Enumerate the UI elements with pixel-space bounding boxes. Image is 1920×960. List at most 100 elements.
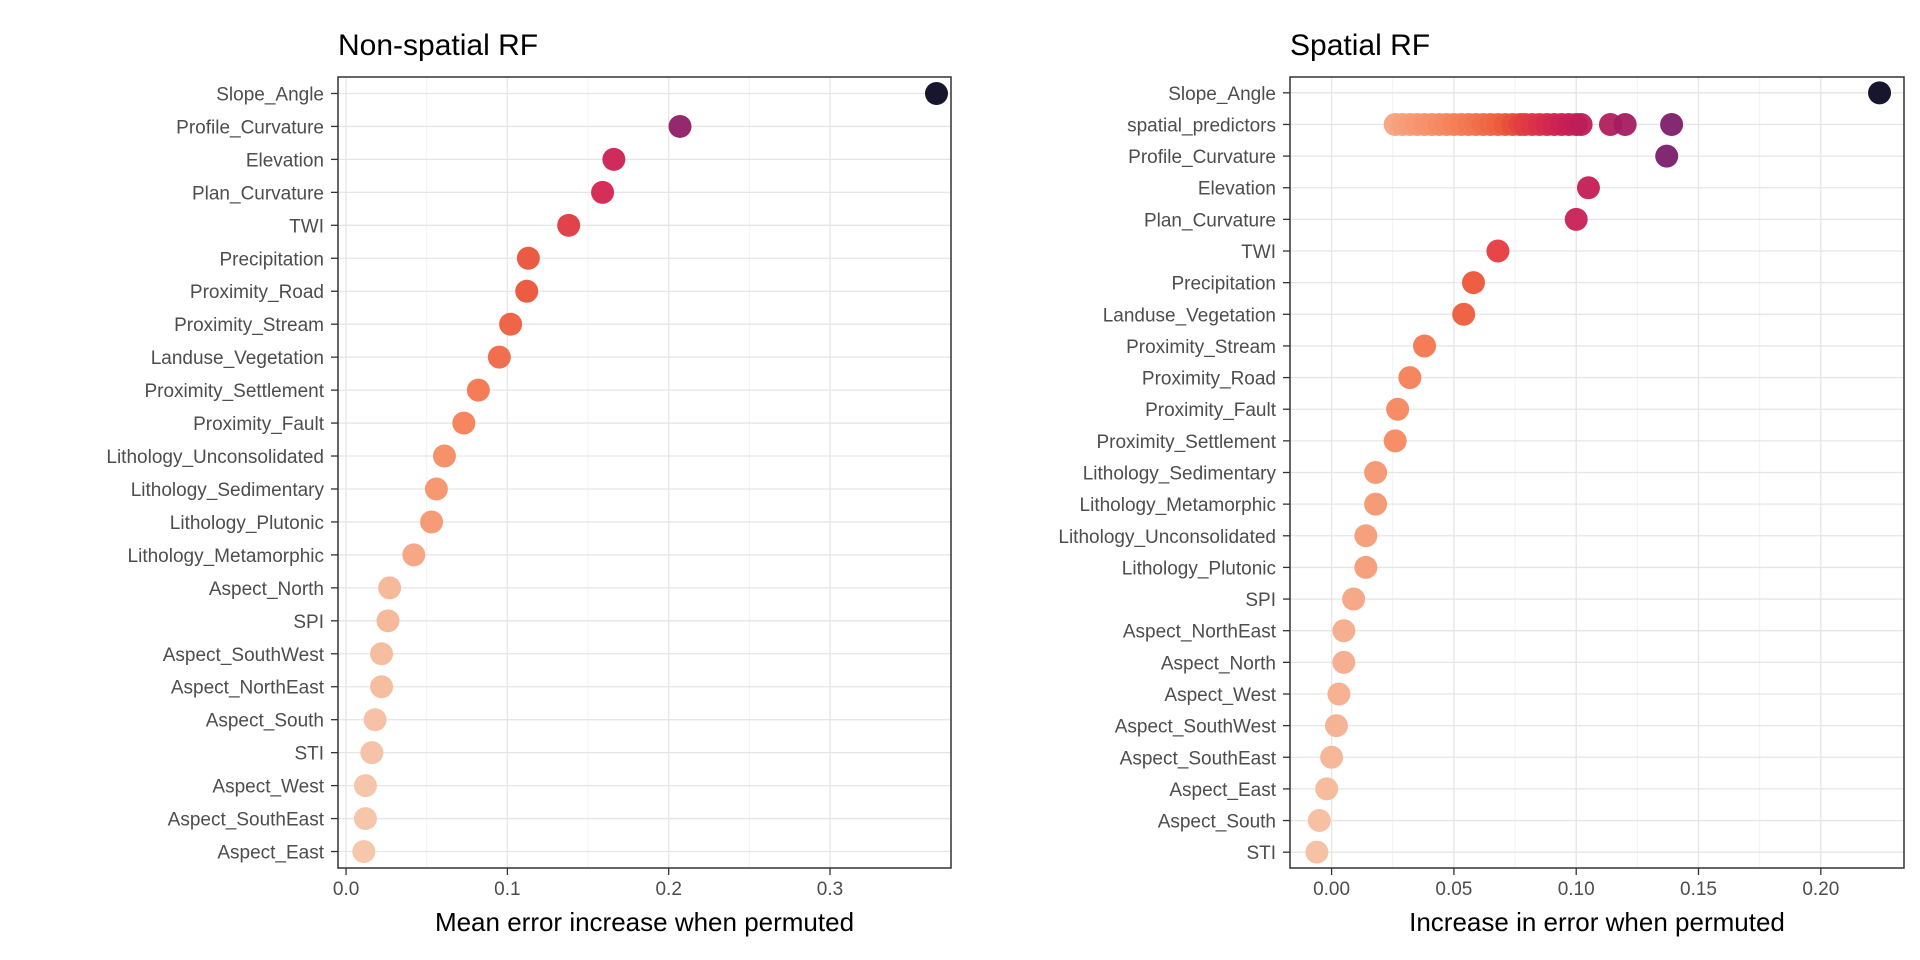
data-point	[452, 411, 476, 435]
data-point	[370, 642, 394, 666]
y-tick-label: Precipitation	[219, 249, 324, 270]
y-tick-label: Profile_Curvature	[1128, 147, 1276, 168]
y-tick-label: Lithology_Sedimentary	[1083, 464, 1277, 485]
data-point	[424, 477, 448, 501]
y-tick-label: Aspect_SouthEast	[168, 810, 325, 831]
data-point	[1398, 366, 1422, 390]
data-point	[499, 312, 523, 336]
y-tick-label: Lithology_Plutonic	[1122, 558, 1276, 579]
plot-grid	[338, 77, 951, 868]
y-tick-label: STI	[1246, 843, 1276, 864]
x-tick-label: 0.2	[655, 879, 681, 900]
data-point	[378, 576, 402, 600]
x-tick-label: 0.10	[1558, 879, 1595, 900]
y-tick-label: Lithology_Plutonic	[170, 513, 324, 534]
y-tick-label: Elevation	[1198, 179, 1276, 200]
y-tick-label: Lithology_Metamorphic	[128, 546, 324, 567]
data-point	[420, 510, 444, 534]
data-point	[363, 708, 387, 732]
data-point	[1342, 587, 1366, 611]
data-point	[370, 675, 394, 699]
y-tick-label: Profile_Curvature	[176, 117, 324, 138]
y-axis-labels: Slope_Angle spatial_predictors Profile_Cur…	[1058, 84, 1290, 864]
y-tick-label: Landuse_Vegetation	[1103, 305, 1276, 326]
y-tick-label: STI	[294, 744, 324, 765]
data-point	[1461, 271, 1485, 295]
y-tick-label: Slope_Angle	[216, 84, 324, 105]
data-point	[1452, 302, 1476, 326]
x-tick-label: 0.20	[1802, 879, 1839, 900]
data-point	[360, 741, 384, 765]
data-point	[1660, 112, 1684, 136]
y-tick-label: TWI	[289, 216, 324, 237]
data-point	[353, 807, 377, 831]
y-tick-label: Proximity_Fault	[193, 414, 325, 435]
data-point	[515, 279, 539, 303]
data-point	[668, 114, 692, 138]
y-tick-label: Plan_Curvature	[192, 183, 324, 204]
y-tick-label: Aspect_East	[217, 843, 324, 864]
data-point	[924, 81, 948, 105]
panel-title: Non-spatial RF	[338, 29, 538, 62]
data-point	[1315, 777, 1339, 801]
y-tick-label: Aspect_South	[206, 711, 324, 732]
y-tick-label: TWI	[1241, 242, 1276, 263]
data-point	[1307, 809, 1331, 833]
data-point	[1354, 524, 1378, 548]
y-tick-label: Proximity_Stream	[1126, 337, 1276, 358]
data-point	[516, 246, 540, 270]
data-point	[1386, 397, 1410, 421]
data-point	[1868, 81, 1892, 105]
y-tick-label: Aspect_West	[1164, 685, 1276, 706]
y-tick-label: Aspect_NorthEast	[171, 678, 325, 699]
x-axis-ticks: 0.0 0.1 0.2 0.3	[333, 868, 843, 900]
x-tick-label: 0.00	[1313, 879, 1350, 900]
data-point	[1364, 492, 1388, 516]
data-point	[1332, 650, 1356, 674]
y-tick-label: Precipitation	[1171, 274, 1276, 295]
y-tick-label: Proximity_Settlement	[1096, 432, 1276, 453]
data-point	[352, 840, 376, 864]
y-tick-label: Proximity_Stream	[174, 315, 324, 336]
panel-spatial-rf: Spatial RF Slope_Angle spatial_predictors…	[1058, 29, 1905, 937]
data-point	[432, 444, 456, 468]
y-tick-label: Lithology_Unconsolidated	[106, 447, 324, 468]
data-point	[353, 774, 377, 798]
plot-grid	[1290, 77, 1904, 868]
panel-non-spatial-rf: Non-spatial RF Slope_Angle Profile_Curvat…	[106, 29, 952, 937]
data-point	[1354, 555, 1378, 579]
y-axis-labels: Slope_Angle Profile_Curvature Elevation Pla…	[106, 84, 338, 864]
x-tick-label: 0.0	[333, 879, 359, 900]
data-point	[1486, 239, 1510, 263]
y-tick-label: Lithology_Unconsolidated	[1058, 527, 1276, 548]
y-tick-label: SPI	[293, 612, 324, 633]
y-tick-label: Aspect_East	[1169, 780, 1276, 801]
y-tick-label: Aspect_NorthEast	[1123, 622, 1277, 643]
y-tick-label: Elevation	[246, 150, 324, 171]
data-point	[1332, 619, 1356, 643]
data-point	[1576, 176, 1600, 200]
data-point	[466, 378, 490, 402]
x-tick-label: 0.15	[1680, 879, 1717, 900]
y-tick-label: Landuse_Vegetation	[151, 348, 324, 369]
data-points	[352, 81, 948, 864]
x-tick-label: 0.3	[817, 879, 843, 900]
y-tick-label: spatial_predictors	[1127, 115, 1276, 136]
y-tick-label: Aspect_SouthWest	[163, 645, 325, 666]
data-points	[1305, 81, 1892, 864]
data-point	[1569, 112, 1593, 136]
data-point	[1327, 682, 1351, 706]
data-point	[602, 147, 626, 171]
data-point	[1320, 745, 1344, 769]
data-point	[1305, 840, 1329, 864]
data-point	[402, 543, 426, 567]
plot-frame	[1289, 76, 1905, 869]
y-tick-label: Aspect_SouthEast	[1120, 748, 1277, 769]
x-axis-title: Increase in error when permuted	[1409, 907, 1785, 937]
y-tick-label: Aspect_SouthWest	[1115, 717, 1277, 738]
y-tick-label: Proximity_Road	[1142, 369, 1276, 390]
x-axis-ticks: 0.00 0.05 0.10 0.15 0.20	[1313, 868, 1839, 900]
data-point	[1564, 207, 1588, 231]
y-tick-label: Lithology_Sedimentary	[131, 480, 325, 501]
